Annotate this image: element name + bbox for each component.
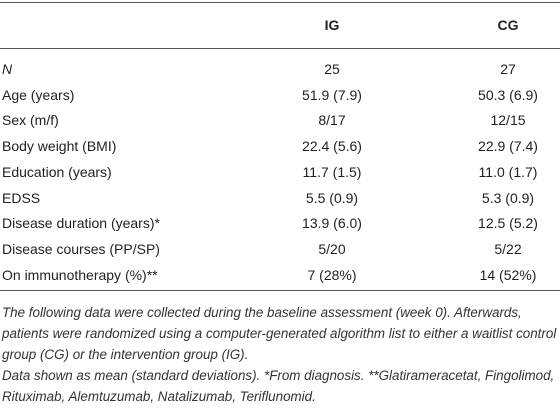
row-label: Disease duration (years)*: [2, 215, 160, 232]
cell-value: 5/22: [494, 240, 522, 257]
row-label: Body weight (BMI): [2, 138, 117, 155]
row-label: N: [2, 61, 13, 77]
cell-value: 5.3 (0.9): [481, 189, 535, 206]
cell-value: 11.7 (1.5): [302, 163, 362, 180]
cell-value: 25: [324, 61, 340, 77]
cell-value: 5.5 (0.9): [305, 189, 359, 206]
cell-value: 13.9 (6.0): [302, 215, 362, 232]
row-label: Disease courses (PP/SP): [2, 240, 160, 257]
cell-value: 7 (28%): [307, 266, 357, 283]
footnote: The following data were collected during…: [2, 305, 557, 362]
footnote: Data shown as mean (standard deviations)…: [2, 368, 555, 404]
header-rule: [0, 48, 560, 49]
footnotes: The following data were collected during…: [2, 302, 558, 407]
column-header: CG: [497, 17, 519, 33]
cell-value: 22.4 (5.6): [302, 138, 362, 155]
cell-value: 27: [500, 61, 516, 77]
top-rule: [0, 2, 560, 3]
row-label: Education (years): [2, 163, 112, 180]
row-label: EDSS: [2, 189, 41, 206]
cell-value: 5/20: [318, 240, 346, 257]
row-label: Age (years): [2, 86, 75, 103]
bottom-rule: [0, 290, 560, 291]
row-label: On immunotherapy (%)**: [2, 266, 158, 283]
cell-value: 12/15: [490, 112, 526, 129]
row-label: Sex (m/f): [2, 112, 59, 129]
cell-value: 50.3 (6.9): [478, 86, 538, 103]
cell-value: 12.5 (5.2): [478, 215, 538, 232]
cell-value: 14 (52%): [479, 266, 537, 283]
column-header: IG: [324, 17, 340, 33]
cell-value: 8/17: [318, 112, 346, 129]
cell-value: 22.9 (7.4): [478, 138, 538, 155]
cell-value: 51.9 (7.9): [302, 86, 362, 103]
cell-value: 11.0 (1.7): [478, 163, 538, 180]
